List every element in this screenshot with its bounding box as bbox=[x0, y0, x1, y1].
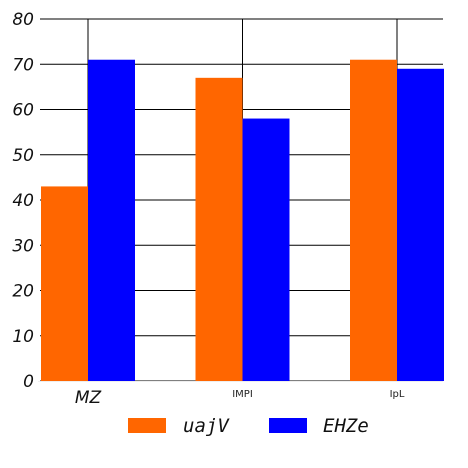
bar-EHZe-MZ bbox=[88, 59, 135, 381]
y-tick-label: 70 bbox=[12, 55, 34, 75]
x-tick-label: IMPI bbox=[232, 389, 253, 400]
x-tick-label: IpL bbox=[390, 389, 405, 400]
x-axis-ticks: MZ IMPI IpL bbox=[75, 388, 405, 408]
y-tick-label: 60 bbox=[12, 101, 34, 121]
y-tick-label: 20 bbox=[12, 282, 34, 302]
legend-label-EHZe: EHZe bbox=[323, 415, 369, 437]
y-axis-ticks: 0 10 20 30 40 50 60 70 80 bbox=[12, 10, 34, 392]
legend-label-uajV: uajV bbox=[183, 415, 230, 437]
y-tick-label: 10 bbox=[12, 327, 34, 347]
bar-uajV-MZ bbox=[41, 186, 88, 381]
y-tick-label: 40 bbox=[12, 191, 34, 211]
bar-EHZe-IMPI bbox=[242, 118, 290, 382]
y-tick-label: 0 bbox=[23, 372, 34, 392]
y-tick-label: 30 bbox=[12, 236, 34, 256]
bars bbox=[41, 59, 444, 382]
bar-uajV-IMPI bbox=[195, 77, 243, 381]
y-tick-label: 50 bbox=[12, 146, 34, 166]
x-tick-label: MZ bbox=[75, 388, 102, 408]
legend-swatch-uajV bbox=[128, 418, 166, 433]
bar-EHZe-IpL bbox=[397, 68, 444, 382]
bar-uajV-IpL bbox=[350, 59, 397, 381]
legend: uajV EHZe bbox=[128, 415, 369, 437]
y-tick-label: 80 bbox=[12, 10, 34, 30]
legend-swatch-EHZe bbox=[269, 418, 307, 433]
